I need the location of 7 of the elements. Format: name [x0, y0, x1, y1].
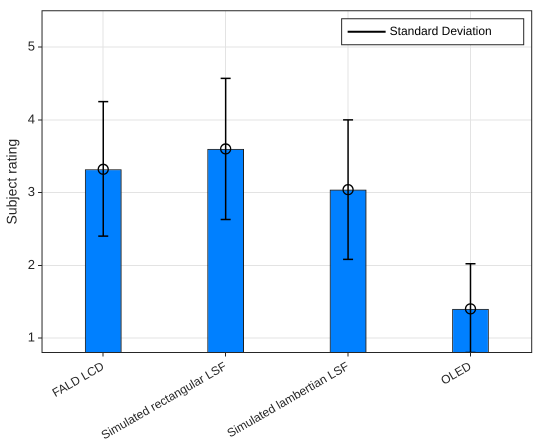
y-tick-label: 2: [28, 256, 36, 272]
y-tick-label: 1: [28, 330, 36, 345]
y-tick-label: 3: [28, 184, 36, 200]
y-tick-label: 5: [28, 38, 36, 54]
y-tick-label: 4: [28, 111, 36, 126]
y-axis-title: Subject rating: [3, 138, 20, 224]
legend-label: Standard Deviation: [390, 24, 492, 38]
